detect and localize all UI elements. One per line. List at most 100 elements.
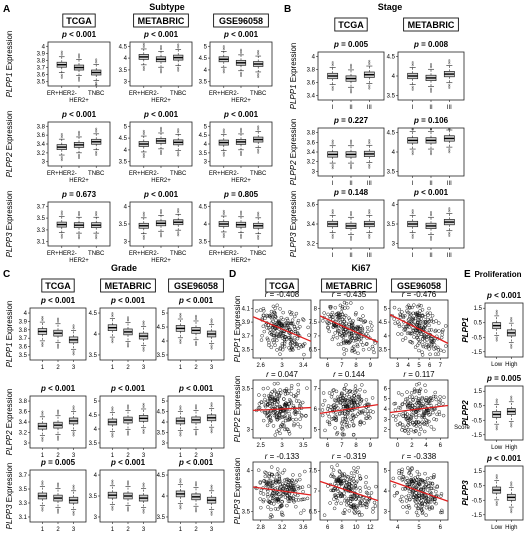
data-point — [284, 335, 288, 339]
data-point — [334, 312, 338, 317]
data-point — [409, 428, 413, 432]
data-point — [293, 329, 298, 334]
data-point — [281, 420, 285, 425]
y-tick-label: 3.5 — [19, 353, 28, 359]
data-point — [422, 429, 427, 434]
outlier — [331, 61, 334, 64]
y-tick-label: 4 — [392, 74, 396, 80]
data-point — [406, 466, 410, 470]
outlier — [510, 425, 513, 428]
dataset-header: GSE96058 — [174, 281, 218, 291]
y-tick-label: 3.6 — [307, 203, 316, 209]
data-point — [423, 383, 427, 388]
data-point — [400, 402, 405, 406]
data-point — [285, 316, 289, 321]
data-point — [336, 329, 340, 334]
outlier — [331, 142, 334, 145]
outlier — [240, 233, 242, 236]
outlier — [78, 79, 80, 82]
data-point — [267, 340, 271, 345]
box — [506, 395, 516, 428]
data-point — [321, 319, 325, 323]
outlier — [41, 343, 44, 346]
y-tick-label: 3.7 — [19, 473, 28, 479]
data-point — [410, 316, 415, 321]
data-point — [285, 427, 290, 432]
data-point — [276, 492, 281, 497]
outlier — [72, 327, 75, 330]
x-tick-label: I — [412, 181, 414, 187]
data-point — [407, 489, 412, 493]
y-tick-label: 7 — [314, 386, 318, 392]
outlier — [368, 166, 371, 169]
data-point — [321, 391, 326, 395]
data-point — [320, 408, 325, 412]
data-point — [284, 485, 289, 489]
outlier — [57, 343, 59, 346]
scatterplot: 2.6 3 3.43.53.73.94.1 — [242, 299, 312, 369]
data-point — [410, 467, 414, 471]
outlier — [142, 320, 145, 323]
outlier — [160, 151, 162, 154]
x-tick-label: III — [447, 253, 452, 259]
data-point — [423, 389, 428, 393]
outlier — [142, 42, 145, 45]
y-tick-label: 3 — [312, 169, 316, 175]
boxplot: 3.13.33.53.7ER+HER2-HER2+TNBC — [37, 201, 111, 264]
data-point — [340, 391, 344, 396]
data-point — [299, 413, 304, 417]
data-point — [352, 400, 357, 405]
data-point — [431, 340, 435, 344]
x-tick-label: 6 — [439, 443, 443, 449]
outlier — [95, 154, 98, 156]
data-point — [278, 307, 282, 311]
data-point — [269, 419, 274, 423]
x-tick-label: Low — [491, 445, 503, 451]
outlier — [222, 151, 225, 154]
data-point — [408, 395, 412, 399]
data-point — [401, 505, 405, 509]
data-point — [417, 413, 421, 418]
data-point — [335, 312, 339, 316]
data-point — [416, 397, 421, 401]
y-tick-label: 3.5 — [199, 240, 208, 246]
outlier — [127, 345, 129, 348]
data-point — [407, 471, 411, 475]
data-point — [432, 473, 436, 477]
outlier — [78, 211, 80, 213]
data-point — [415, 310, 420, 315]
outlier — [331, 209, 334, 212]
y-tick-label: 3.4 — [37, 142, 46, 148]
data-point — [304, 414, 308, 418]
data-point — [371, 510, 375, 514]
data-point — [283, 415, 287, 420]
data-point — [408, 422, 412, 426]
data-point — [428, 505, 432, 510]
x-tick-label: High — [505, 445, 517, 451]
outlier — [41, 438, 44, 441]
data-point — [281, 492, 285, 497]
data-point — [342, 332, 346, 336]
x-tick-label: TNBC — [250, 171, 267, 177]
data-point — [372, 500, 377, 505]
outlier — [95, 129, 98, 132]
outlier — [72, 512, 75, 515]
data-point — [363, 389, 367, 394]
outlier — [127, 433, 129, 436]
outlier — [95, 152, 98, 155]
data-point — [356, 327, 360, 331]
data-point — [267, 500, 272, 504]
y-tick-label: 3.9 — [242, 320, 251, 326]
data-point — [327, 414, 331, 419]
outlier — [142, 211, 145, 214]
data-point — [366, 329, 370, 334]
x-tick-label: 2 — [126, 527, 130, 533]
data-point — [356, 335, 361, 339]
data-point — [301, 318, 306, 322]
y-tick-label: -1.5 — [472, 350, 483, 356]
data-point — [290, 347, 294, 352]
outlier — [331, 165, 334, 168]
y-axis-label: PLPP3 Expression — [5, 191, 14, 258]
outlier — [210, 320, 213, 322]
data-point — [369, 491, 374, 495]
